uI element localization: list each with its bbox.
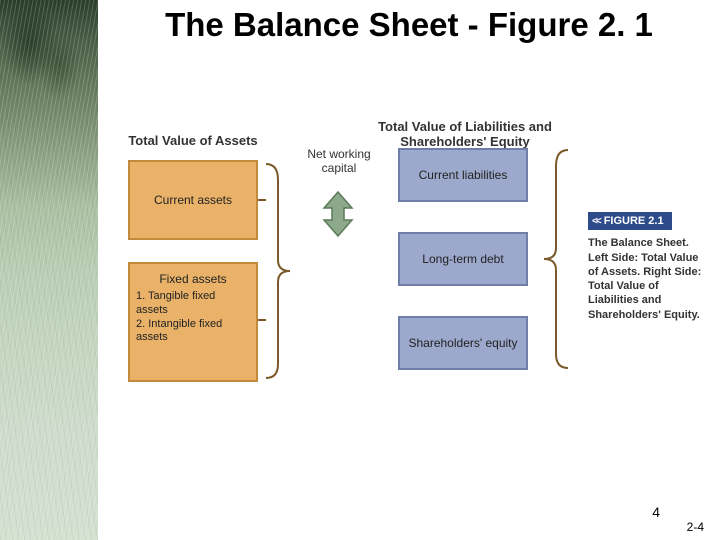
figure-callout-text: The Balance Sheet. Left Side: Total Valu… — [588, 236, 708, 322]
figure-callout: << FIGURE 2.1 The Balance Sheet. Left Si… — [588, 212, 708, 322]
net-working-capital-label: Net working capital — [304, 148, 374, 176]
current-assets-box: Current assets — [128, 160, 258, 240]
current-liabilities-box: Current liabilities — [398, 148, 528, 202]
left-bracket — [266, 164, 290, 378]
decorative-sidebar-image — [0, 0, 98, 540]
current-liabilities-label: Current liabilities — [419, 168, 508, 182]
fixed-assets-item-1: 1. Tangible fixed assets — [136, 290, 250, 318]
current-assets-label: Current assets — [154, 193, 232, 207]
balance-sheet-diagram: Total Value of Assets Total Value of Lia… — [108, 120, 578, 440]
fixed-assets-label: Fixed assets — [159, 272, 226, 286]
page-title: The Balance Sheet - Figure 2. 1 — [98, 6, 720, 44]
fixed-assets-list: 1. Tangible fixed assets 2. Intangible f… — [136, 290, 250, 345]
page-number-secondary: 2-4 — [687, 520, 704, 534]
figure-badge-label: FIGURE 2.1 — [604, 214, 664, 228]
shareholders-equity-box: Shareholders' equity — [398, 316, 528, 370]
fixed-assets-box: Fixed assets 1. Tangible fixed assets 2.… — [128, 262, 258, 382]
page-number-primary: 4 — [652, 504, 660, 520]
long-term-debt-label: Long-term debt — [422, 252, 503, 266]
shareholders-equity-label: Shareholders' equity — [408, 336, 517, 350]
assets-column-header: Total Value of Assets — [118, 134, 268, 149]
figure-badge: << FIGURE 2.1 — [588, 212, 672, 230]
long-term-debt-box: Long-term debt — [398, 232, 528, 286]
fixed-assets-item-2: 2. Intangible fixed assets — [136, 318, 250, 346]
liabilities-column-header: Total Value of Liabilities and Sharehold… — [370, 120, 560, 150]
right-bracket — [544, 150, 568, 368]
nwc-double-arrow-icon — [324, 192, 352, 236]
chevron-left-icon: << — [592, 215, 600, 228]
